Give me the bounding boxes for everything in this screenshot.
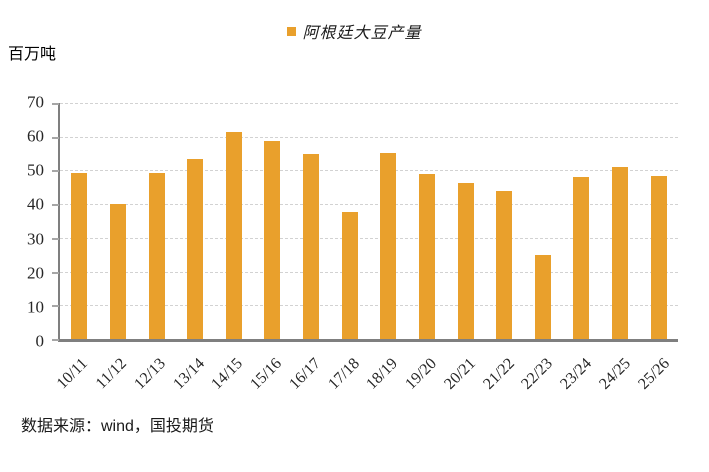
bar-12/13	[148, 172, 165, 339]
bar-slot-22/23	[524, 103, 563, 339]
bar-14/15	[225, 132, 242, 339]
legend-label: 阿根廷大豆产量	[302, 25, 422, 42]
bar-slot-14/15	[215, 103, 254, 339]
y-axis-label-0: 0	[35, 331, 45, 351]
y-tick-70	[52, 103, 59, 105]
bar-slot-23/24	[562, 103, 601, 339]
bar-23/24	[573, 176, 590, 339]
bar-21/22	[496, 191, 513, 339]
bar-slot-10/11	[60, 103, 99, 339]
y-axis-label-70: 70	[27, 92, 44, 112]
bar-10/11	[71, 173, 88, 339]
y-axis-labels: 0 10 20 30 40 50 60 70	[0, 93, 50, 351]
gridline-40	[60, 204, 678, 206]
bar-24/25	[612, 167, 629, 339]
bar-slot-11/12	[99, 103, 138, 339]
gridline-10	[60, 305, 678, 307]
bar-slot-17/18	[330, 103, 369, 339]
bar-25/26	[650, 175, 667, 339]
bar-slot-15/16	[253, 103, 292, 339]
y-axis-label-20: 20	[27, 263, 44, 283]
legend: 阿根廷大豆产量	[0, 20, 709, 42]
bar-17/18	[341, 211, 358, 339]
bar-slot-24/25	[601, 103, 640, 339]
gridline-70	[60, 103, 678, 104]
gridline-20	[60, 271, 678, 273]
bar-slot-13/14	[176, 103, 215, 339]
gridline-60	[60, 136, 678, 138]
y-tick-20	[52, 271, 59, 274]
gridline-30	[60, 237, 678, 239]
bar-slot-21/22	[485, 103, 524, 339]
y-tick-50	[52, 170, 59, 173]
bar-series	[60, 103, 678, 339]
bar-20/21	[457, 183, 474, 339]
bar-11/12	[109, 203, 126, 339]
legend-swatch-icon	[287, 27, 297, 36]
gridline-50	[60, 170, 678, 172]
plot-area	[52, 103, 678, 342]
x-axis-labels: 10/11 11/12 12/13 13/14 14/15 15/16 16/17 17/18…	[54, 345, 678, 405]
y-axis-title: 百万吨	[8, 46, 57, 63]
bar-15/16	[264, 140, 281, 339]
bar-16/17	[303, 153, 320, 339]
bar-18/19	[380, 152, 397, 339]
y-tick-0	[52, 339, 59, 341]
source-note: 数据来源：wind，国投期货	[21, 418, 214, 435]
bar-slot-12/13	[137, 103, 176, 339]
bar-slot-20/21	[446, 103, 485, 339]
y-tick-10	[52, 305, 59, 308]
y-tick-40	[52, 204, 59, 207]
y-tick-60	[52, 136, 59, 139]
bar-slot-25/26	[639, 103, 678, 339]
bar-slot-18/19	[369, 103, 408, 339]
bar-slot-19/20	[408, 103, 447, 339]
bar-slot-16/17	[292, 103, 331, 339]
bar-13/14	[187, 158, 204, 339]
bar-19/20	[418, 174, 435, 339]
y-axis-label-40: 40	[27, 195, 44, 215]
y-axis-label-50: 50	[27, 160, 44, 180]
y-axis-label-60: 60	[27, 126, 44, 146]
y-tick-30	[52, 237, 59, 240]
bar-22/23	[534, 254, 551, 339]
y-axis-label-10: 10	[27, 297, 44, 317]
y-axis-label-30: 30	[27, 229, 44, 249]
